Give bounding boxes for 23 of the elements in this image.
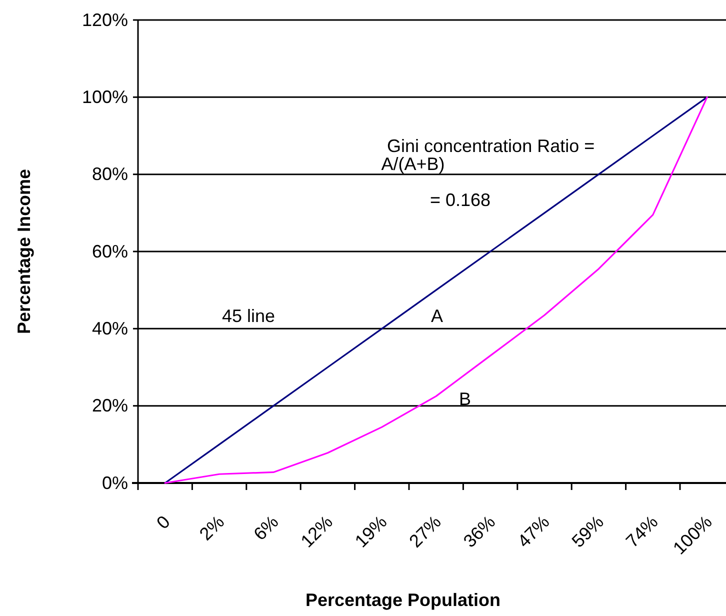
- x-tick-label: 6%: [250, 512, 282, 544]
- y-tick-label: 40%: [92, 318, 128, 338]
- annotation: B: [459, 389, 472, 409]
- y-tick-label: 20%: [92, 396, 128, 416]
- y-tick-label: 80%: [92, 164, 128, 184]
- line-series: [164, 96, 708, 484]
- x-tick-label: 59%: [568, 512, 608, 552]
- y-tick-label: 120%: [82, 10, 128, 30]
- annotation: = 0.168: [430, 190, 491, 210]
- x-tick-label: 2%: [196, 512, 228, 544]
- annotation: Gini concentration Ratio =: [387, 136, 595, 156]
- y-tick-label: 60%: [92, 241, 128, 262]
- annotation: 45 line: [222, 306, 276, 326]
- y-axis-title: Percentage Income: [14, 168, 34, 334]
- x-tick-label: 74%: [622, 512, 662, 552]
- x-tick-label: 47%: [514, 512, 554, 552]
- x-tick-label: 36%: [460, 512, 500, 552]
- x-axis-title: Percentage Population: [305, 590, 501, 610]
- annotation: A/(A+B): [381, 154, 445, 174]
- y-tick-label: 100%: [82, 86, 128, 107]
- y-tick-label: 0%: [102, 472, 128, 493]
- annotation: A: [431, 306, 444, 326]
- x-tick-label: 0: [152, 512, 174, 533]
